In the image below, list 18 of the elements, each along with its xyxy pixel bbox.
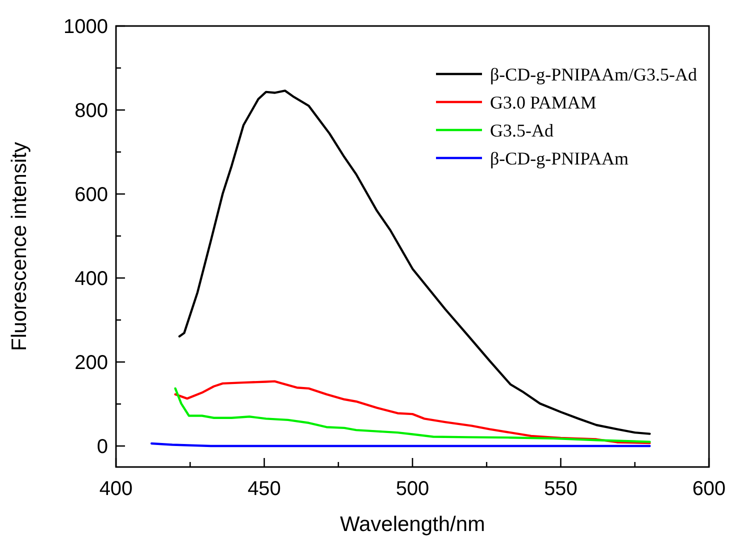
x-tick-label: 450 xyxy=(248,478,281,500)
x-tick-label: 550 xyxy=(544,478,578,500)
x-tick-label: 400 xyxy=(99,478,133,500)
y-tick-label: 1000 xyxy=(64,16,108,38)
legend-label: G3.5-Ad xyxy=(490,120,554,140)
x-tick-label: 500 xyxy=(396,478,430,500)
x-tick-label: 600 xyxy=(692,478,726,500)
line-series xyxy=(178,90,651,435)
y-tick-label: 200 xyxy=(74,352,108,374)
legend-label: G3.0 PAMAM xyxy=(490,92,596,112)
y-axis-title: Fluorescence intensity xyxy=(8,142,31,351)
y-tick-label: 600 xyxy=(74,184,108,206)
legend-label: β-CD-g-PNIPAAm/G3.5-Ad xyxy=(490,64,697,84)
y-tick-label: 0 xyxy=(96,436,108,458)
x-axis-title: Wavelength/nm xyxy=(340,513,486,536)
legend-label: β-CD-g-PNIPAAm xyxy=(490,148,629,168)
y-tick-label: 800 xyxy=(74,100,108,122)
y-tick-label: 400 xyxy=(74,268,108,290)
